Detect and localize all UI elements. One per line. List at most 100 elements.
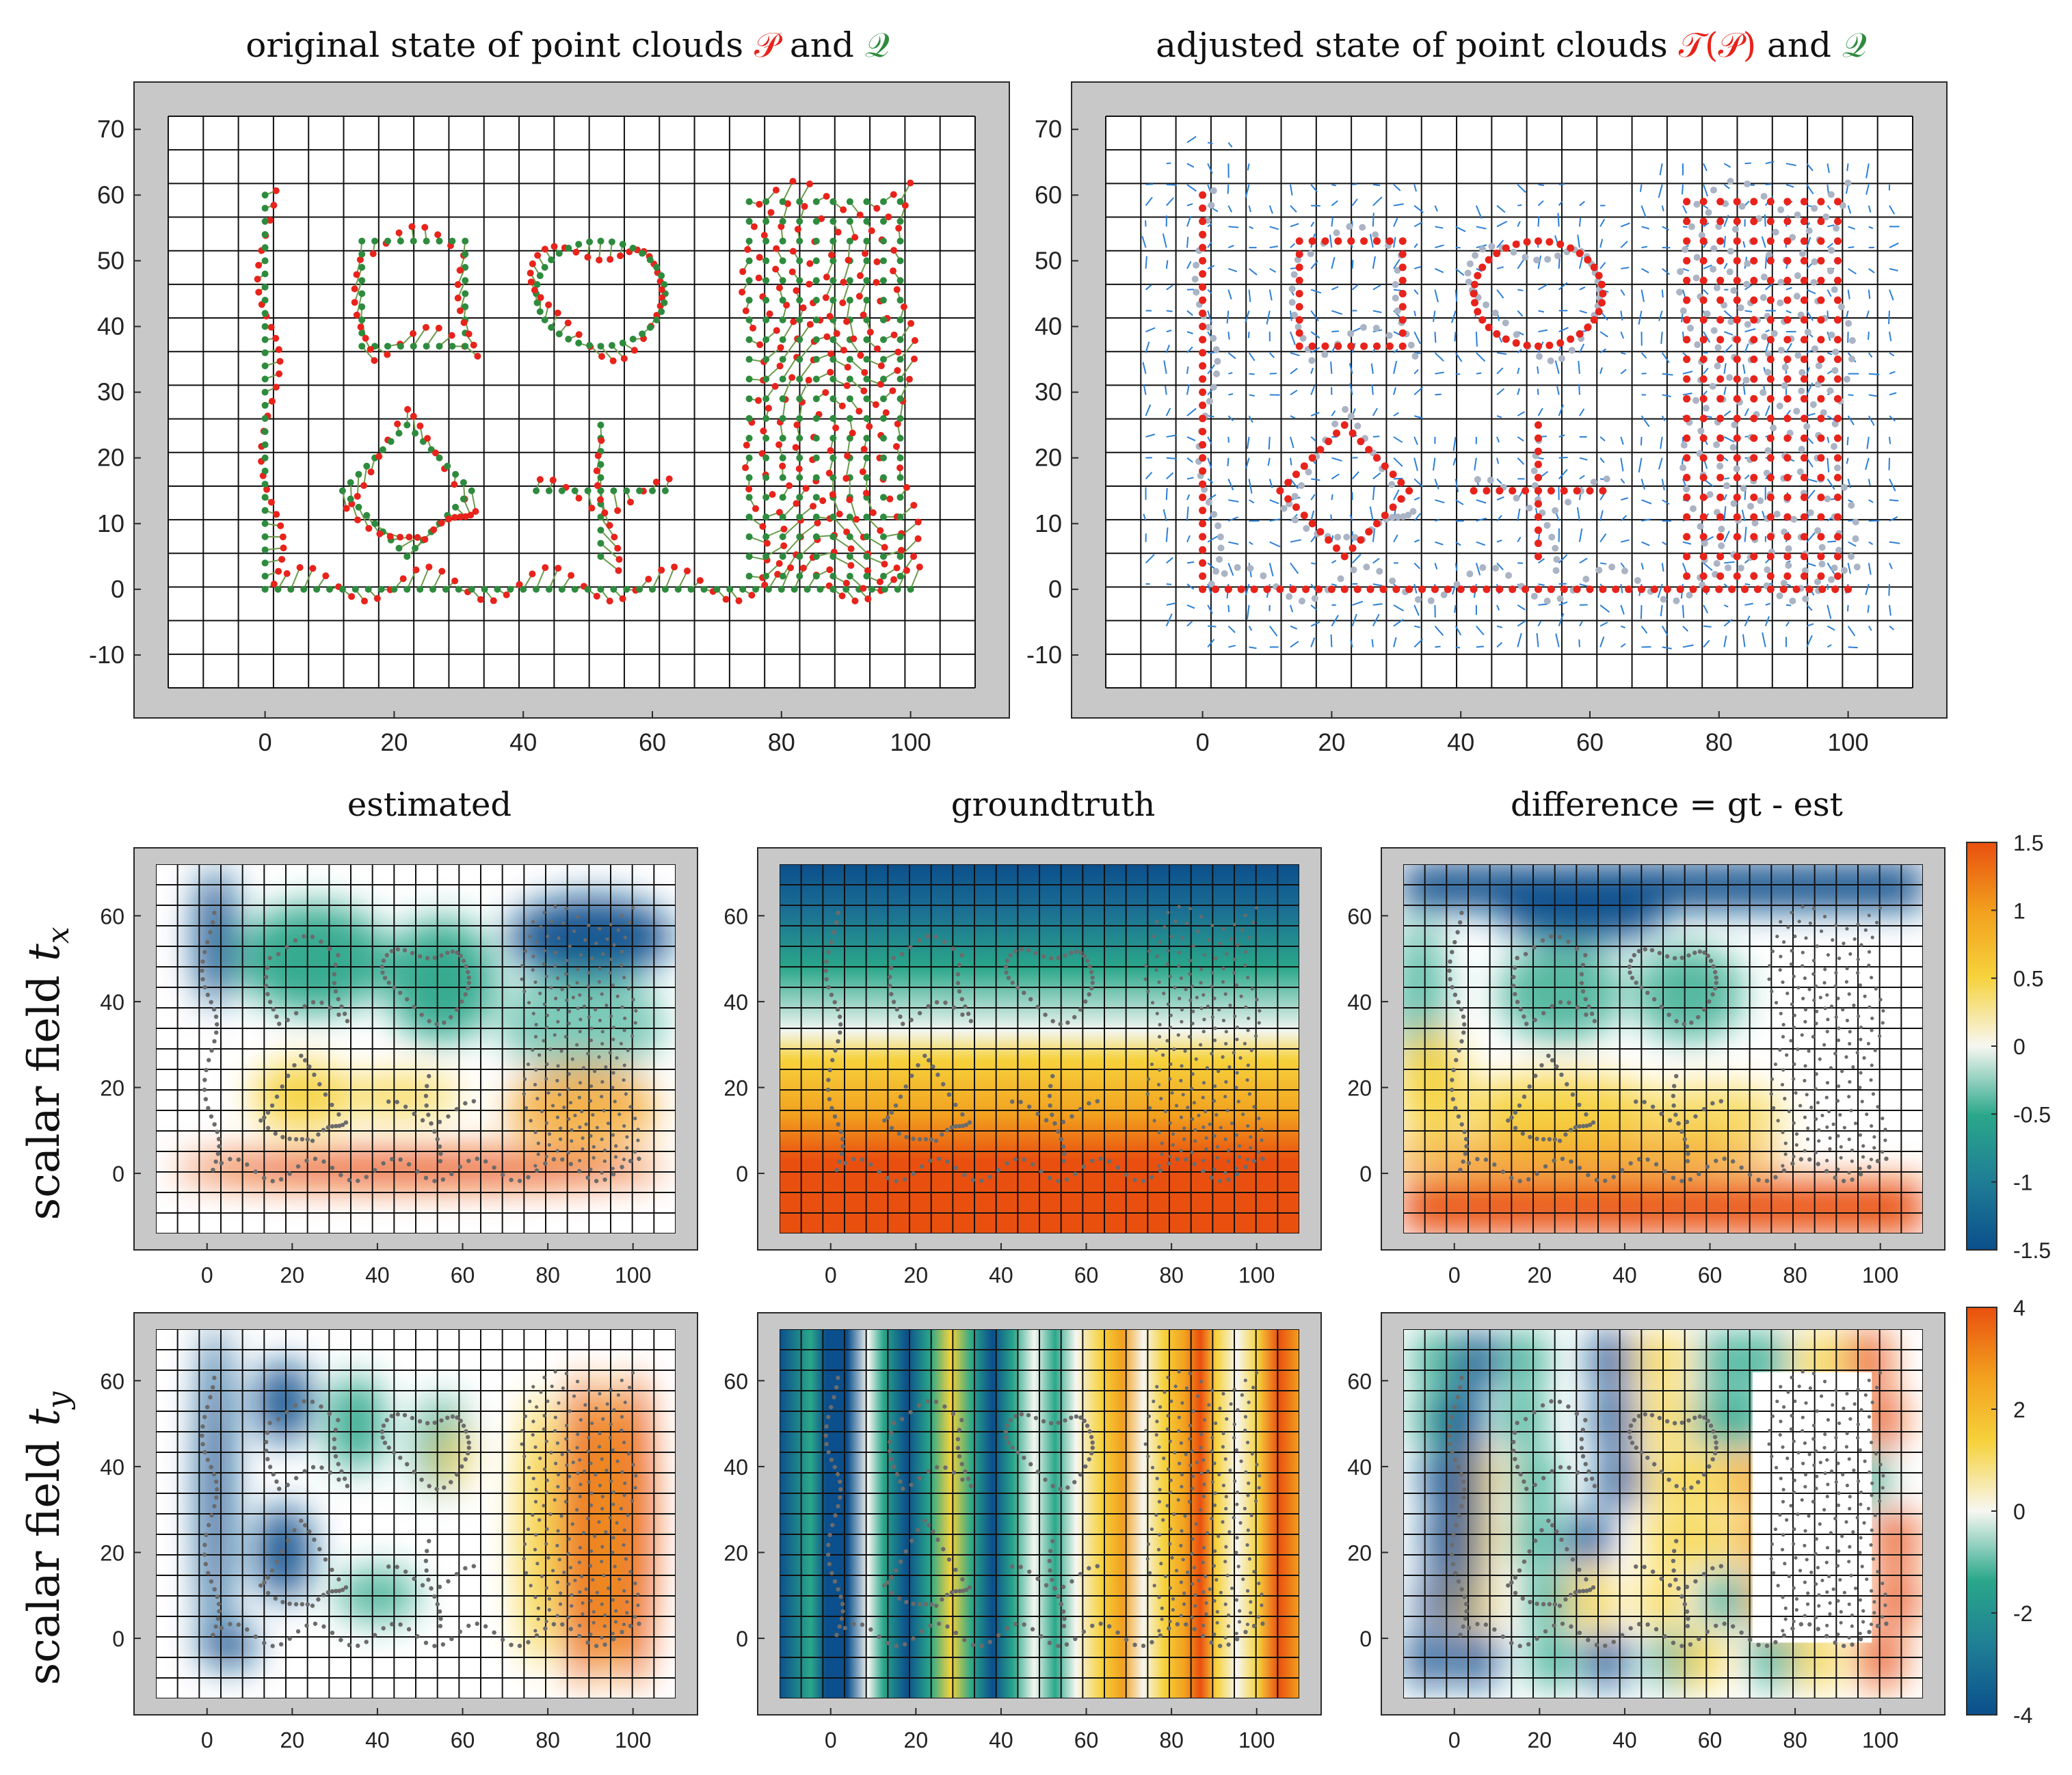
point-q	[1210, 187, 1217, 194]
point-q	[1206, 397, 1213, 405]
overlay-point	[1179, 976, 1184, 980]
point-tp	[1766, 533, 1775, 541]
point-p	[360, 482, 368, 490]
overlay-point	[1781, 1035, 1785, 1039]
point-tp	[1334, 342, 1342, 350]
point-q	[1205, 323, 1212, 331]
overlay-point	[1043, 1012, 1048, 1017]
point-p	[847, 545, 855, 552]
vector-arrow	[1249, 499, 1255, 504]
vector-arrow	[1827, 457, 1830, 472]
overlay-point	[1563, 1132, 1568, 1137]
point-q	[1214, 358, 1221, 365]
point-q	[1718, 525, 1725, 533]
point-tp	[1750, 316, 1758, 324]
vector-arrow	[1393, 637, 1397, 648]
overlay-point	[1062, 1151, 1067, 1156]
overlay-point	[1450, 1097, 1456, 1102]
point-p	[353, 271, 360, 278]
overlay-point	[1798, 1104, 1803, 1108]
point-p	[874, 345, 881, 353]
point-q	[745, 297, 753, 304]
vector-arrow	[1682, 563, 1688, 574]
overlay-point	[446, 1114, 451, 1119]
point-q	[261, 270, 269, 278]
point-q	[745, 552, 753, 560]
point-q	[358, 277, 366, 284]
point-q	[1621, 568, 1628, 575]
point-q	[1491, 309, 1499, 317]
vector-arrow	[1621, 539, 1630, 543]
overlay-point	[1816, 1162, 1820, 1166]
point-q	[1347, 330, 1355, 337]
overlay-point	[1847, 1095, 1851, 1099]
vector-arrow	[1310, 310, 1319, 321]
point-tp	[1199, 559, 1207, 567]
point-q	[1738, 202, 1746, 210]
overlay-point	[1839, 1145, 1843, 1149]
point-p	[793, 286, 800, 294]
overlay-point	[1884, 1156, 1889, 1161]
overlay-point	[1825, 1125, 1829, 1130]
point-tp	[1844, 585, 1852, 593]
point-p	[793, 421, 801, 429]
point-p	[789, 248, 797, 255]
vector-arrow	[1310, 260, 1318, 269]
point-p	[356, 256, 364, 263]
overlay-point	[1583, 952, 1588, 958]
vector-arrow	[1351, 471, 1359, 480]
overlay-point	[1547, 1136, 1552, 1142]
overlay-point	[336, 1577, 341, 1582]
vector-arrow	[1868, 541, 1874, 546]
point-p	[840, 278, 847, 286]
row-label-var: t	[19, 944, 70, 961]
overlay-point	[1245, 1158, 1250, 1162]
point-p	[529, 570, 536, 578]
vector-arrow	[1476, 626, 1485, 636]
point-p	[536, 476, 544, 483]
overlay-point	[595, 1125, 599, 1130]
overlay-point	[575, 914, 580, 919]
overlay-point	[942, 939, 947, 944]
vector-arrow	[1186, 408, 1197, 416]
point-q	[894, 585, 901, 593]
point-tp	[1833, 493, 1842, 501]
overlay-point	[1689, 1020, 1694, 1025]
overlay-point	[333, 1454, 338, 1459]
point-q	[796, 277, 803, 284]
vector-arrow	[1578, 343, 1585, 353]
overlay-point	[578, 1030, 582, 1034]
overlay-point	[1850, 1148, 1855, 1152]
vector-arrow	[1742, 634, 1746, 648]
overlay-point	[1781, 980, 1785, 985]
overlay-point	[620, 1005, 624, 1009]
overlay-point	[338, 1638, 343, 1642]
overlay-point	[1212, 1038, 1217, 1043]
overlay-point	[1246, 1063, 1250, 1067]
vector-arrow	[1517, 349, 1522, 353]
vector-arrow	[1579, 408, 1585, 416]
point-q	[1710, 327, 1718, 334]
y-tick-label: 0	[112, 1162, 124, 1186]
point-tp	[1493, 250, 1501, 258]
point-p	[893, 286, 901, 293]
overlay-point	[438, 1623, 443, 1629]
overlay-point	[587, 1388, 591, 1392]
vector-arrow	[1847, 626, 1856, 637]
point-p	[910, 552, 918, 560]
overlay-point	[1803, 1064, 1807, 1068]
overlay-point	[613, 1620, 618, 1624]
overlay-point	[538, 1456, 542, 1460]
point-tp	[1733, 434, 1741, 442]
point-q	[1291, 492, 1299, 500]
overlay-point	[1090, 980, 1095, 985]
overlay-point	[536, 1606, 540, 1610]
overlay-point	[1702, 950, 1707, 955]
point-q	[1777, 299, 1784, 306]
overlay-point	[415, 1634, 420, 1639]
overlay-point	[270, 1644, 275, 1649]
vector-arrow	[1889, 499, 1899, 502]
overlay-point	[310, 1138, 315, 1143]
vector-arrow	[1435, 244, 1444, 249]
point-p	[457, 513, 464, 521]
